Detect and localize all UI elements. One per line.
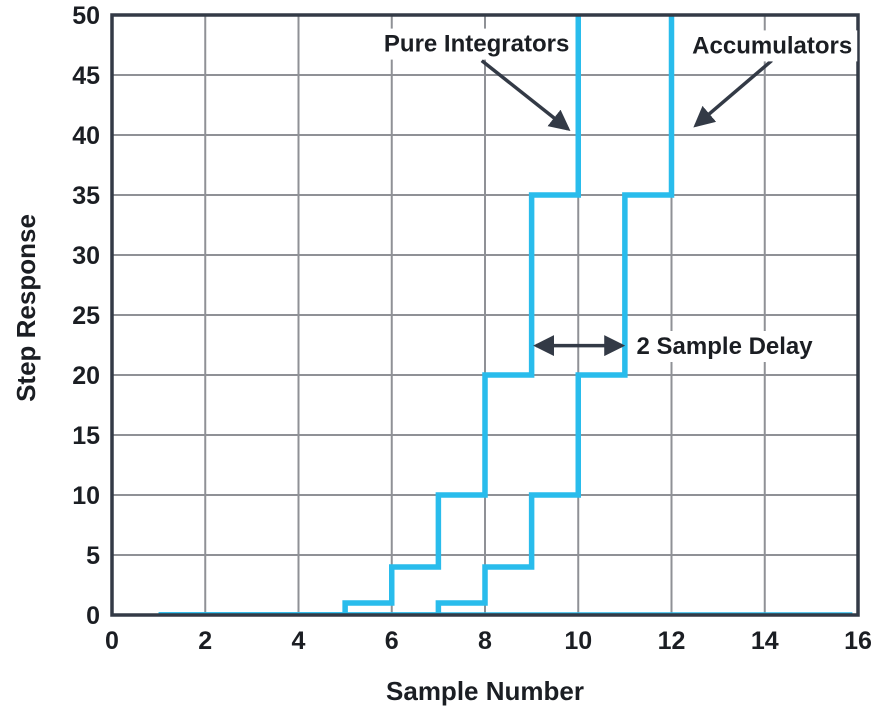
y-tick-label-5: 5 — [86, 542, 100, 570]
y-tick-label-40: 40 — [72, 122, 100, 150]
y-tick-label-15: 15 — [72, 422, 100, 450]
y-tick-label-25: 25 — [72, 302, 100, 330]
y-axis-title: Step Response — [11, 214, 41, 402]
pure-integrators-label: Pure Integrators — [384, 31, 569, 58]
x-tick-label-12: 12 — [658, 627, 686, 655]
x-tick-label-16: 16 — [844, 627, 872, 655]
y-tick-label-20: 20 — [72, 362, 100, 390]
x-tick-label-10: 10 — [564, 627, 592, 655]
x-tick-label-4: 4 — [292, 627, 306, 655]
y-tick-label-50: 50 — [72, 2, 100, 30]
x-tick-label-2: 2 — [198, 627, 212, 655]
y-tick-label-10: 10 — [72, 482, 100, 510]
pure-integrators-arrow — [480, 59, 571, 131]
y-tick-label-45: 45 — [72, 62, 100, 90]
x-tick-label-8: 8 — [478, 627, 492, 655]
accumulators-curve — [158, 15, 675, 615]
accumulators-arrow — [693, 59, 773, 128]
two-sample-delay-label-mask — [631, 331, 819, 362]
pure-integrators-label-mask — [378, 28, 575, 60]
y-tick-label-35: 35 — [72, 182, 100, 210]
x-tick-label-6: 6 — [385, 627, 399, 655]
y-tick-label-0: 0 — [86, 602, 100, 630]
x-tick-label-0: 0 — [105, 627, 119, 655]
y-tick-label-30: 30 — [72, 242, 100, 270]
accumulators-label-mask — [687, 30, 858, 62]
pure-integrators-curve — [158, 15, 581, 615]
accumulators-label: Accumulators — [692, 32, 852, 59]
plot-border — [110, 13, 860, 617]
x-tick-label-14: 14 — [751, 627, 779, 655]
two-sample-delay-label: 2 Sample Delay — [637, 333, 814, 360]
x-axis-title: Sample Number — [386, 676, 584, 706]
